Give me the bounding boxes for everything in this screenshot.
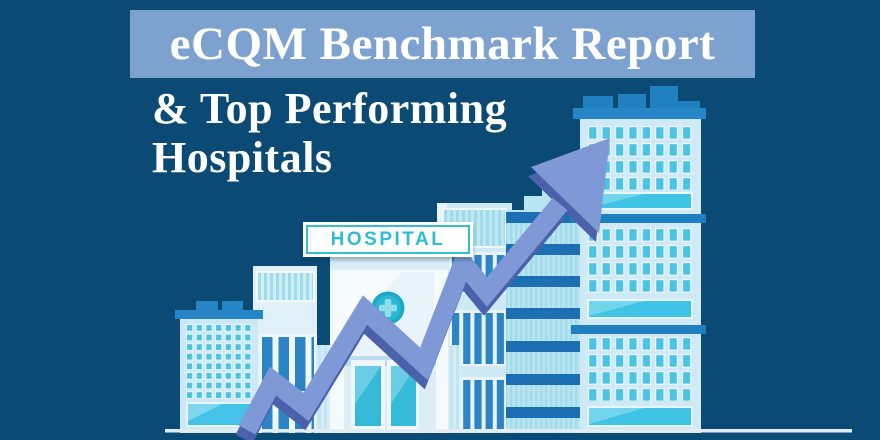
subtitle-line-1: & Top Performing xyxy=(152,84,508,133)
growth-arrow-icon xyxy=(235,138,610,440)
building-right xyxy=(571,86,706,433)
subtitle-line-2: Hospitals xyxy=(152,133,333,182)
title-banner: eCQM Benchmark Report xyxy=(130,10,755,78)
subtitle: & Top Performing Hospitals xyxy=(152,84,507,182)
hospital-sign-frame: HOSPITAL xyxy=(306,225,470,254)
page-title: eCQM Benchmark Report xyxy=(169,17,716,70)
ground-line xyxy=(165,429,852,433)
hospital-sign: HOSPITAL xyxy=(303,222,473,257)
rooftop-blocks xyxy=(583,86,700,109)
hospital-sign-text: HOSPITAL xyxy=(330,229,446,250)
